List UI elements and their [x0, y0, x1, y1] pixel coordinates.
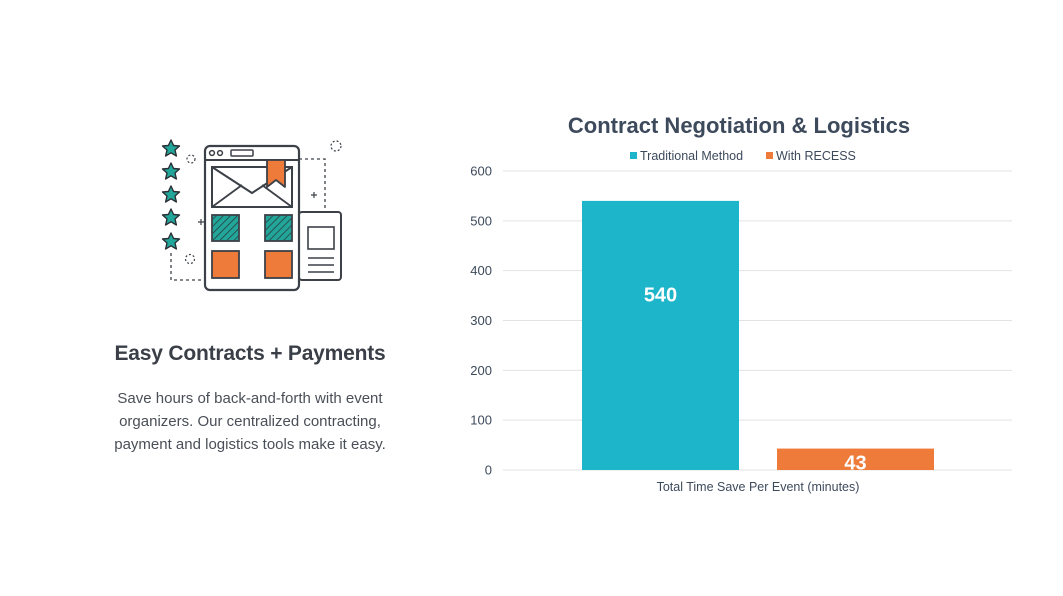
- data-label: 540: [644, 284, 677, 306]
- chart-grid: [503, 170, 1012, 471]
- y-tick-label: 300: [470, 313, 492, 328]
- sparkle-icons: [184, 140, 342, 265]
- bar-chart: Contract Negotiation & Logistics Traditi…: [470, 113, 1012, 494]
- dashed-connector-lines: [170, 158, 326, 281]
- feature-description: Save hours of back-and-forth with event …: [114, 390, 386, 453]
- bar-traditional-method: [582, 200, 739, 470]
- legend-label: Traditional Method: [640, 149, 743, 163]
- contract-document-illustration: [161, 139, 342, 292]
- bookmark-icon: [266, 159, 286, 188]
- rating-stars-icon: [161, 139, 181, 250]
- data-label: 43: [844, 453, 866, 475]
- chart-title: Contract Negotiation & Logistics: [568, 113, 910, 138]
- browser-window-icon: [203, 144, 301, 292]
- star-icon: [161, 139, 181, 157]
- y-tick-label: 500: [470, 213, 492, 228]
- chart-data-labels: 540 43: [644, 284, 867, 474]
- x-axis-category-label: Total Time Save Per Event (minutes): [657, 480, 860, 494]
- bar-with-recess: [777, 448, 934, 470]
- legend-label: With RECESS: [776, 149, 856, 163]
- y-axis: 0 100 200 300 400 500 600: [470, 164, 492, 478]
- star-icon: [161, 185, 181, 203]
- star-icon: [161, 208, 181, 226]
- legend-swatch: [766, 152, 773, 159]
- y-tick-label: 200: [470, 363, 492, 378]
- y-tick-label: 0: [485, 463, 492, 478]
- star-icon: [161, 232, 181, 250]
- y-tick-label: 600: [470, 164, 492, 179]
- chart-bars: [582, 200, 934, 470]
- y-tick-label: 400: [470, 263, 492, 278]
- chart-legend: Traditional Method With RECESS: [630, 149, 856, 163]
- star-icon: [161, 162, 181, 180]
- feature-title: Easy Contracts + Payments: [114, 342, 386, 365]
- y-tick-label: 100: [470, 413, 492, 428]
- legend-swatch: [630, 152, 637, 159]
- secondary-document-icon: [298, 211, 342, 281]
